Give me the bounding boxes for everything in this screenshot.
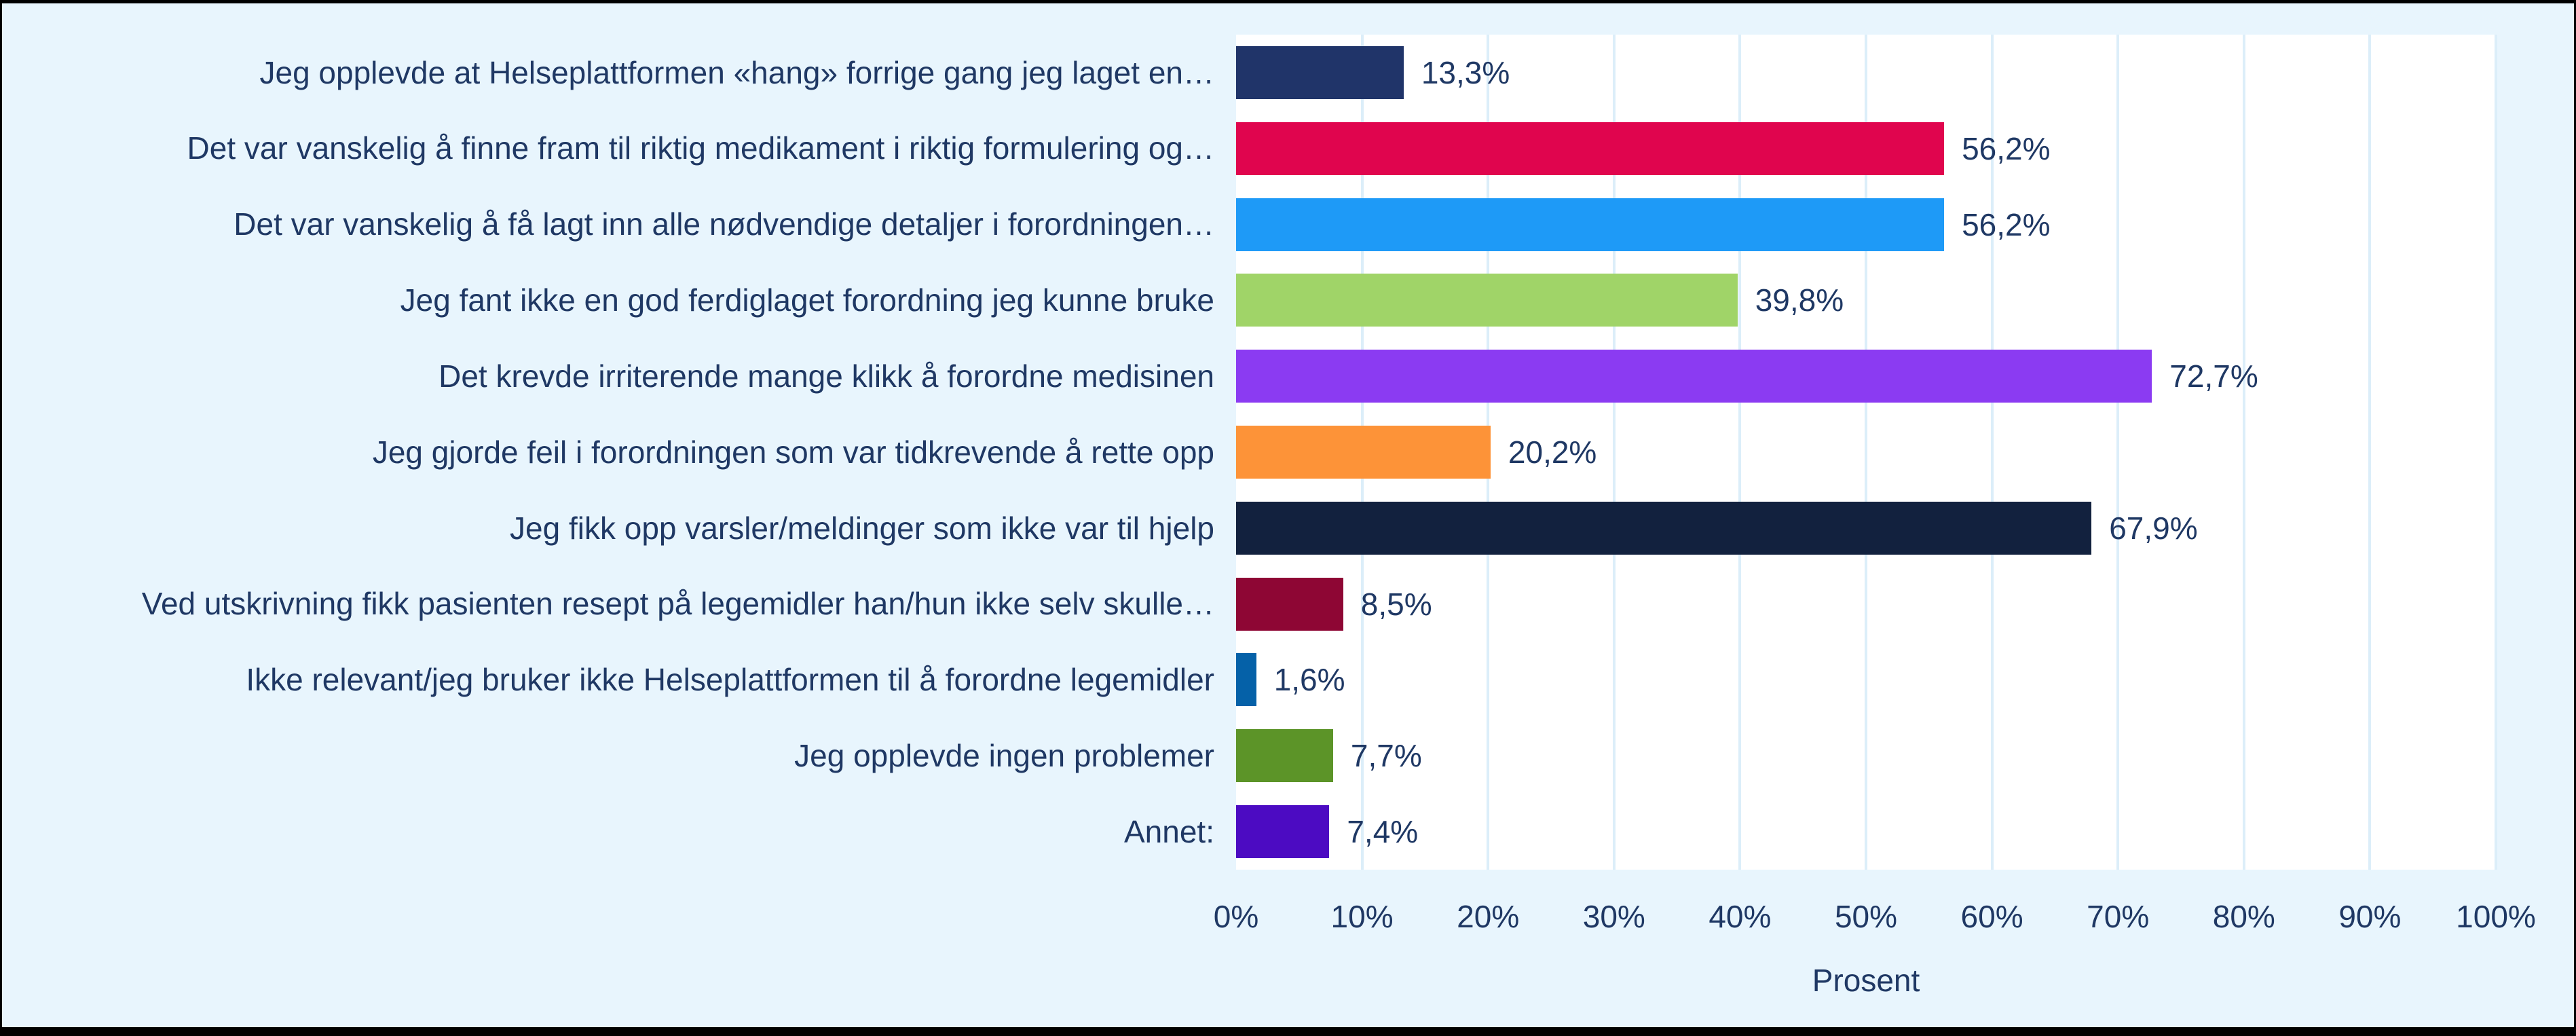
category-label: Jeg opplevde ingen problemer — [794, 737, 1214, 773]
value-label: 7,7% — [1350, 738, 1422, 774]
gridline — [1990, 35, 1994, 870]
bar-track: 56,2% — [1236, 122, 2496, 175]
bar-track: 8,5% — [1236, 577, 2496, 631]
value-label: 67,9% — [2109, 510, 2198, 546]
x-tick-label: 90% — [2338, 899, 2402, 934]
value-label: 39,8% — [1755, 282, 1844, 318]
gridline — [1612, 35, 1616, 870]
category-label: Ikke relevant/jeg bruker ikke Helseplatt… — [246, 662, 1214, 698]
chart-row: Ved utskrivning fikk pasienten resept på… — [2, 566, 2574, 642]
x-axis: 0% 10% 20% 30% 40% 50% 60% 70% 80% 90% 100% — [1214, 898, 2536, 939]
bar-track: 67,9% — [1236, 501, 2496, 555]
value-label: 1,6% — [1273, 662, 1345, 698]
bar — [1236, 350, 2152, 403]
chart-row: Jeg opplevde at Helseplattformen «hang» … — [2, 35, 2574, 111]
chart-row: Jeg fant ikke en god ferdiglaget forordn… — [2, 262, 2574, 338]
value-label: 7,4% — [1347, 814, 1419, 850]
category-label: Det var vanskelig å finne fram til rikti… — [187, 130, 1214, 166]
x-tick-label: 20% — [1457, 899, 1520, 934]
bar-track: 13,3% — [1236, 45, 2496, 99]
x-tick-label: 0% — [1213, 899, 1259, 934]
bar-track: 20,2% — [1236, 425, 2496, 479]
value-label: 20,2% — [1508, 434, 1597, 470]
chart-row: Jeg gjorde feil i forordningen som var t… — [2, 414, 2574, 490]
bar — [1236, 653, 1256, 707]
bar — [1236, 501, 2092, 555]
bar — [1236, 198, 1945, 251]
x-tick-label: 30% — [1582, 899, 1645, 934]
chart-row: Det var vanskelig å få lagt inn alle nød… — [2, 187, 2574, 263]
gridline — [1738, 35, 1742, 870]
bar-track: 7,7% — [1236, 729, 2496, 783]
x-tick-label: 60% — [1960, 899, 2023, 934]
category-label: Jeg fant ikke en god ferdiglaget forordn… — [400, 282, 1214, 318]
category-label: Jeg fikk opp varsler/meldinger som ikke … — [510, 510, 1214, 546]
bar-track: 7,4% — [1236, 805, 2496, 859]
x-tick-label: 70% — [2087, 899, 2150, 934]
chart-row: Jeg fikk opp varsler/meldinger som ikke … — [2, 490, 2574, 566]
gridline — [2242, 35, 2245, 870]
bar — [1236, 45, 1404, 99]
bar — [1236, 577, 1343, 631]
gridline — [2116, 35, 2120, 870]
bar — [1236, 122, 1945, 175]
category-label: Ved utskrivning fikk pasienten resept på… — [141, 586, 1214, 622]
chart-row: Det var vanskelig å finne fram til rikti… — [2, 111, 2574, 187]
bar-track: 72,7% — [1236, 350, 2496, 403]
value-label: 72,7% — [2169, 358, 2258, 394]
bar-track: 1,6% — [1236, 653, 2496, 707]
value-label: 56,2% — [1962, 130, 2051, 166]
bar-track: 39,8% — [1236, 274, 2496, 327]
chart-row: Annet: 7,4% — [2, 794, 2574, 870]
bar — [1236, 729, 1333, 783]
category-label: Det var vanskelig å få lagt inn alle nød… — [234, 206, 1214, 242]
bar — [1236, 805, 1330, 859]
category-label: Jeg opplevde at Helseplattformen «hang» … — [259, 54, 1214, 90]
bar-track: 56,2% — [1236, 198, 2496, 251]
value-label: 13,3% — [1421, 54, 1510, 90]
x-tick-label: 80% — [2212, 899, 2275, 934]
category-label: Annet: — [1124, 813, 1214, 849]
x-axis-title: Prosent — [1812, 963, 1920, 998]
category-label: Jeg gjorde feil i forordningen som var t… — [372, 434, 1214, 470]
value-label: 8,5% — [1360, 586, 1432, 622]
bar — [1236, 425, 1491, 479]
gridline — [2368, 35, 2372, 870]
x-tick-label: 10% — [1330, 899, 1394, 934]
bar-rows: Jeg opplevde at Helseplattformen «hang» … — [2, 35, 2574, 870]
gridline — [1865, 35, 1867, 870]
x-tick-label: 40% — [1709, 899, 1772, 934]
chart-row: Det krevde irriterende mange klikk å for… — [2, 338, 2574, 414]
x-tick-label: 50% — [1834, 899, 1898, 934]
chart-row: Jeg opplevde ingen problemer 7,7% — [2, 718, 2574, 794]
x-tick-label: 100% — [2456, 899, 2536, 934]
gridline — [2495, 35, 2497, 870]
value-label: 56,2% — [1962, 206, 2051, 242]
bar — [1236, 274, 1738, 327]
category-label: Det krevde irriterende mange klikk å for… — [438, 358, 1214, 394]
chart-row: Ikke relevant/jeg bruker ikke Helseplatt… — [2, 642, 2574, 718]
